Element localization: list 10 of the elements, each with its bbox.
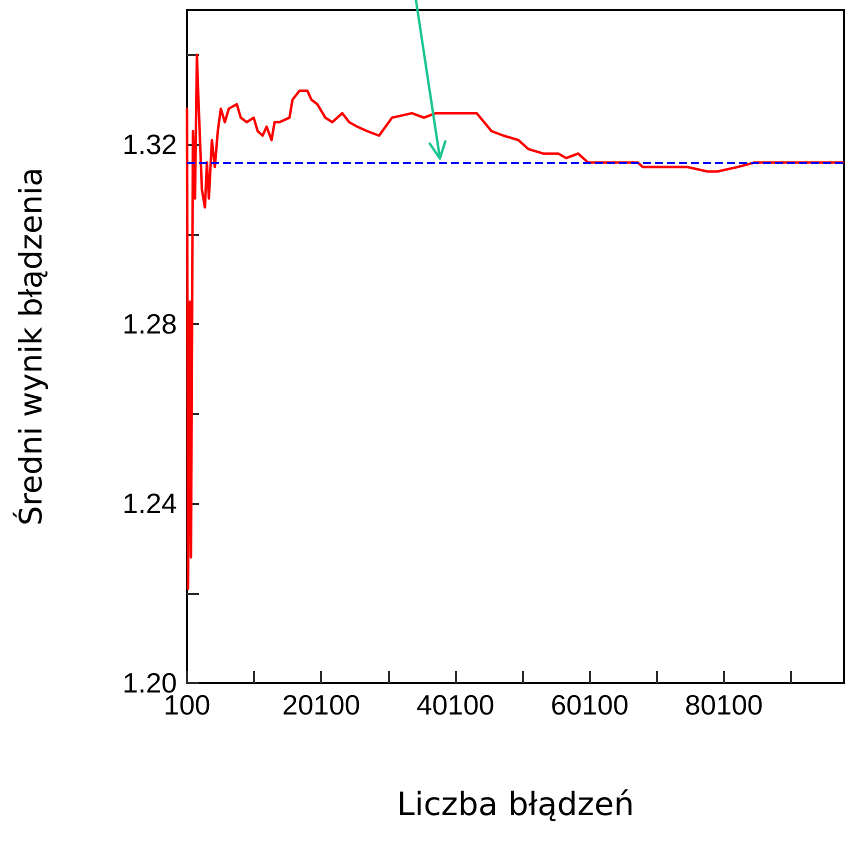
x-tick-label: 40100 xyxy=(416,690,494,720)
x-tick-label: 60100 xyxy=(550,690,629,720)
y-tick-label: 1.28 xyxy=(122,308,177,340)
y-axis-title: Średni wynik błądzenia xyxy=(12,167,50,526)
x-tick-label: 80100 xyxy=(684,690,763,720)
x-tick-label: 20100 xyxy=(282,690,360,720)
line-series xyxy=(186,54,844,590)
x-axis-title: Liczba błądzeń xyxy=(396,785,634,823)
y-tick-label: 1.24 xyxy=(122,488,177,520)
y-tick-label: 1.32 xyxy=(122,129,177,160)
